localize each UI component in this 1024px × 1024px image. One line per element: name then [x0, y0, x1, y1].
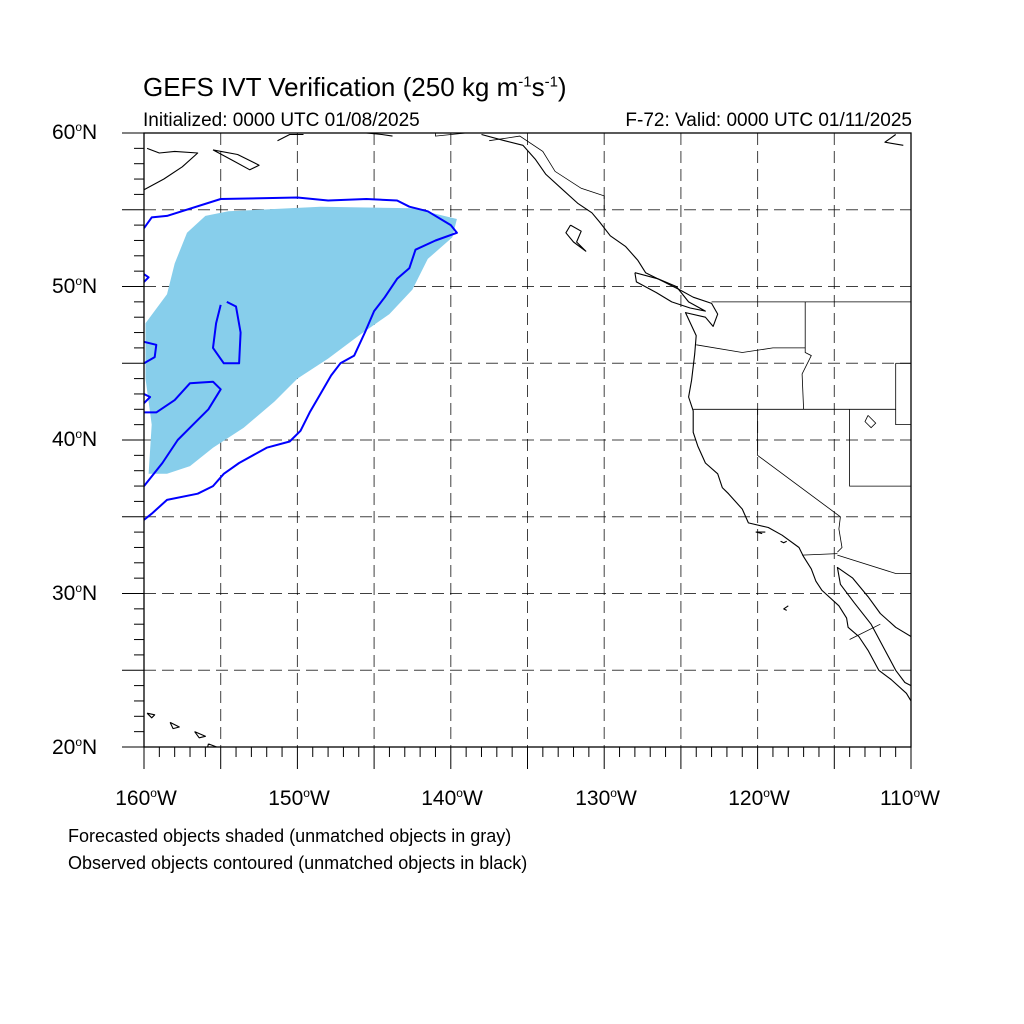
- coastline: [836, 566, 911, 687]
- political-border: [757, 409, 843, 553]
- lon-label-110w: 110oW: [880, 786, 940, 810]
- lon-label-120w: 120oW: [728, 786, 790, 810]
- lat-label-30n: 30oN: [52, 581, 98, 605]
- coastlines-and-borders: [144, 133, 911, 747]
- forecast-object-shade: [145, 206, 457, 474]
- lat-label-60n: 60oN: [52, 120, 98, 144]
- coastline: [169, 721, 180, 730]
- political-border: [849, 409, 911, 487]
- coastline: [212, 149, 260, 171]
- coastline: [634, 272, 706, 312]
- political-border: [435, 133, 467, 137]
- map-title: GEFS IVT Verification (250 kg m-1s-1): [143, 72, 567, 102]
- legend-observed-note: Observed objects contoured (unmatched ob…: [68, 853, 528, 873]
- observed-contour: [144, 393, 152, 404]
- valid-time: F-72: Valid: 0000 UTC 01/11/2025: [625, 110, 912, 131]
- coastline: [755, 531, 766, 535]
- lat-label-20n: 20oN: [52, 735, 98, 759]
- political-border: [895, 363, 911, 426]
- coastline: [565, 224, 587, 252]
- coastline: [146, 712, 156, 719]
- coastline: [144, 147, 199, 191]
- political-border: [837, 554, 911, 574]
- observed-contour: [144, 196, 458, 521]
- political-border: [489, 135, 605, 210]
- axis-ticks: [122, 132, 912, 769]
- political-border: [802, 553, 838, 556]
- observed-contour: [144, 273, 150, 283]
- coastline: [194, 731, 206, 739]
- coastline: [277, 133, 304, 142]
- coastline: [783, 605, 789, 611]
- forecast-objects: [145, 206, 457, 474]
- lon-label-140w: 140oW: [421, 786, 483, 810]
- lon-label-150w: 150oW: [268, 786, 330, 810]
- lon-label-160w: 160oW: [115, 786, 177, 810]
- initialized-time: Initialized: 0000 UTC 01/08/2025: [143, 110, 420, 131]
- political-border: [801, 301, 812, 410]
- observed-contour: [144, 380, 222, 487]
- political-border: [849, 623, 881, 640]
- lake-outline: [864, 415, 877, 429]
- observed-contour: [144, 340, 158, 365]
- observed-contours: [144, 196, 458, 521]
- lat-label-40n: 40oN: [52, 427, 98, 451]
- lon-label-130w: 130oW: [575, 786, 637, 810]
- lat-label-50n: 50oN: [52, 274, 98, 298]
- coastline: [481, 133, 911, 702]
- coastline: [780, 540, 787, 544]
- observed-contour: [212, 301, 242, 365]
- coastline: [884, 134, 904, 146]
- legend-forecast-note: Forecasted objects shaded (unmatched obj…: [68, 826, 512, 846]
- political-border: [696, 344, 806, 353]
